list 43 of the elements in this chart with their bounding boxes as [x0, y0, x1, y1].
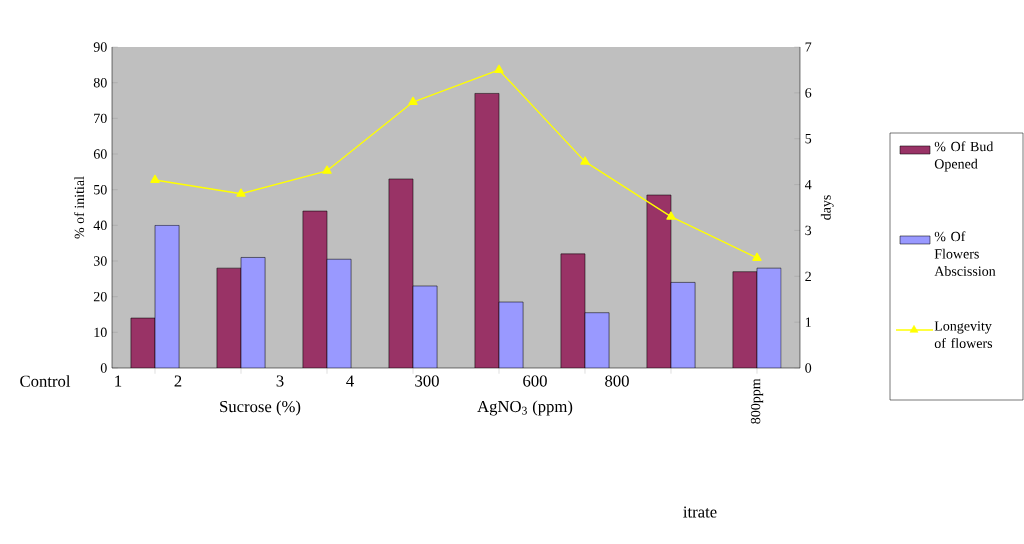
- point: [322, 165, 332, 174]
- y-tick-label: 40: [93, 220, 107, 231]
- point: [752, 252, 762, 261]
- y-tick-label: 80: [93, 77, 107, 88]
- text: itrate: [683, 506, 717, 518]
- y2-tick-label: 5: [805, 134, 812, 144]
- y2-tick-label: 2: [805, 271, 811, 281]
- y-tick-label: 30: [93, 256, 107, 266]
- point: [408, 96, 418, 106]
- y2-tick-label: 4: [804, 179, 812, 190]
- y2-tick-label: 0: [805, 363, 812, 373]
- text: 600: [523, 375, 547, 387]
- point: [666, 211, 676, 220]
- text: 3: [276, 375, 284, 387]
- y-axis-title: % of initial: [74, 176, 85, 239]
- text: AgNO$_{3}$ (ppm): [477, 400, 573, 416]
- text: 800: [605, 375, 629, 387]
- text: Sucrose (%): [220, 400, 301, 416]
- point: [150, 174, 160, 183]
- text: 1: [115, 375, 122, 387]
- text: Control: [20, 375, 71, 387]
- legend-label: % Of Bud Opened: [934, 141, 994, 172]
- legend-label: % Of Flowers Abscission: [934, 231, 996, 276]
- y2-tick-label: 6: [805, 88, 812, 98]
- y-tick-label: 70: [94, 113, 107, 124]
- y-tick-label: 50: [94, 184, 107, 195]
- text: 4: [346, 375, 354, 387]
- y2-tick-label: 7: [805, 42, 812, 52]
- x-tick-label: 800ppm: [750, 378, 764, 424]
- y2-tick-label: 1: [805, 317, 811, 327]
- y2-tick-label: 3: [805, 225, 812, 236]
- point: [236, 188, 246, 197]
- y2-axis-title: days: [820, 195, 834, 220]
- y-tick-label: 10: [94, 327, 107, 338]
- legend-label: Longevity of flowers: [934, 321, 993, 349]
- y-tick-label: 90: [93, 42, 107, 52]
- text: 300: [415, 375, 439, 387]
- point: [580, 156, 590, 165]
- y-tick-label: 0: [100, 363, 107, 373]
- text: 2: [174, 375, 182, 387]
- y-tick-label: 20: [93, 291, 107, 302]
- point: [494, 64, 504, 73]
- y-tick-label: 60: [93, 149, 107, 159]
